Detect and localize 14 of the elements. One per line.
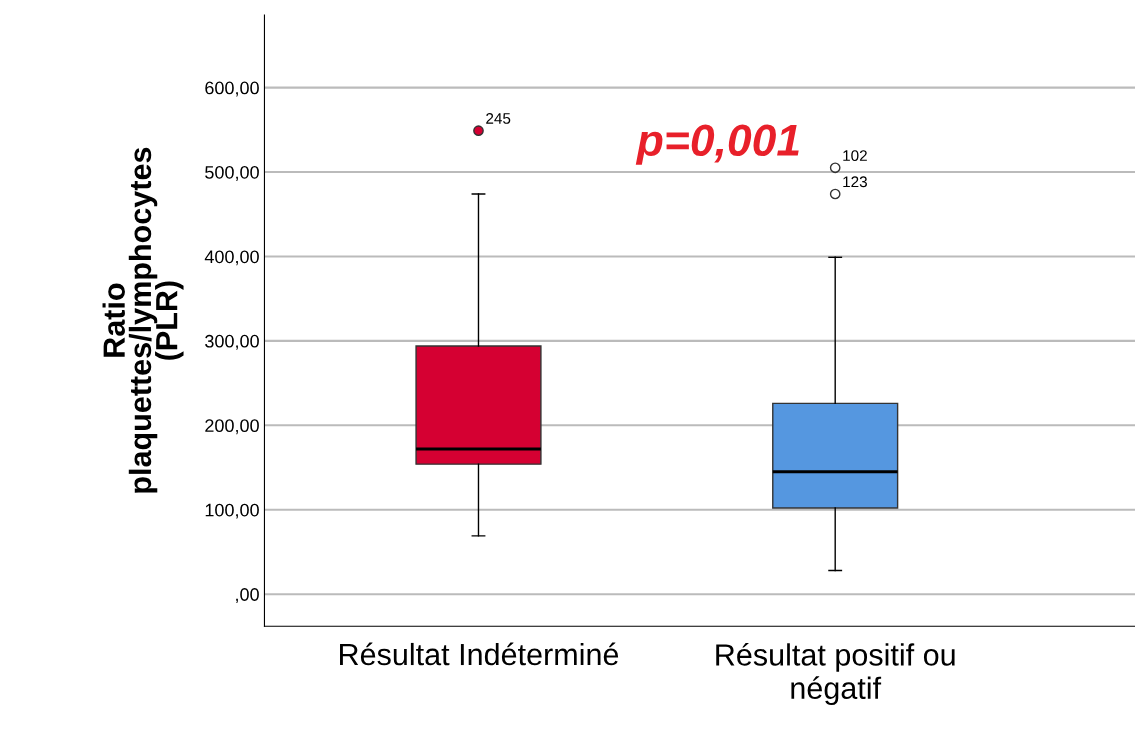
y-tick-label: 600,00	[205, 81, 259, 97]
y-tick-label: 300,00	[205, 334, 259, 350]
x-tick-label: Résultat Indéterminé	[340, 642, 619, 666]
y-axis-title: Ratio plaquettes/lymphocytes (PLR)	[102, 147, 184, 493]
annotation: 102	[843, 150, 867, 162]
y-tick-label: 200,00	[205, 419, 259, 435]
y-tick-label: ,00	[236, 588, 259, 604]
annotation: 245	[486, 113, 511, 124]
y-tick-label: 500,00	[205, 165, 259, 181]
annotation: 123	[843, 176, 867, 188]
y-tick-label: 100,00	[205, 503, 259, 519]
annotation: p=0,001	[635, 124, 799, 165]
y-tick-label: 400,00	[204, 250, 259, 266]
x-tick-label: Résultat positif ou négatif	[716, 642, 955, 706]
